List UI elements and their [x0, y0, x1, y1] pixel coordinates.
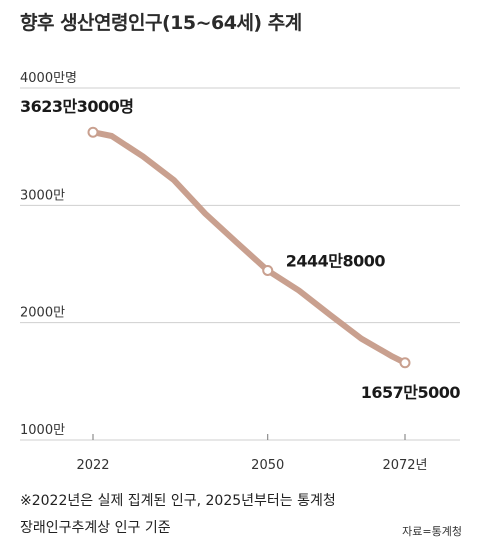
x-tick-labels: 2022 2050 2072년 — [76, 458, 427, 473]
footnote-line-2: 장래인구추계상 인구 기준 — [20, 520, 171, 536]
series-line-layer — [90, 129, 408, 366]
gridlines — [20, 87, 460, 441]
data-label-2050: 2444만8000 — [286, 251, 386, 270]
x-tick-label-2022: 2022 — [76, 458, 109, 473]
marker-2072 — [399, 357, 411, 369]
x-tick-label-2072: 2072년 — [382, 458, 427, 473]
chart-title: 향후 생산연령인구(15~64세) 추계 — [20, 12, 302, 34]
data-label-2072: 1657만5000 — [361, 383, 461, 402]
marker-layer — [87, 126, 411, 369]
annotation-layer: 3623만3000명 2444만8000 1657만5000 — [20, 97, 461, 402]
y-tick-label-1000: 1000만 — [20, 423, 65, 438]
y-tick-label-4000: 4000만명 — [20, 71, 77, 86]
data-label-2022: 3623만3000명 — [20, 97, 134, 116]
marker-2022 — [87, 126, 99, 138]
series-line — [90, 129, 408, 366]
y-tick-label-2000: 2000만 — [20, 306, 65, 321]
marker-2050 — [262, 264, 274, 276]
y-tick-labels: 4000만명 3000만 2000만 1000만 — [20, 71, 77, 438]
footnote: ※2022년은 실제 집계된 인구, 2025년부터는 통계청 장래인구추계상 … — [20, 488, 460, 542]
chart-plot: 4000만명 3000만 2000만 1000만 2022 2050 2072년 3623… — [20, 71, 461, 473]
source-credit: 자료=통계청 — [402, 525, 462, 538]
y-tick-label-3000: 3000만 — [20, 188, 65, 203]
footnote-line-1: ※2022년은 실제 집계된 인구, 2025년부터는 통계청 — [20, 493, 336, 509]
x-tick-label-2050: 2050 — [251, 458, 284, 473]
